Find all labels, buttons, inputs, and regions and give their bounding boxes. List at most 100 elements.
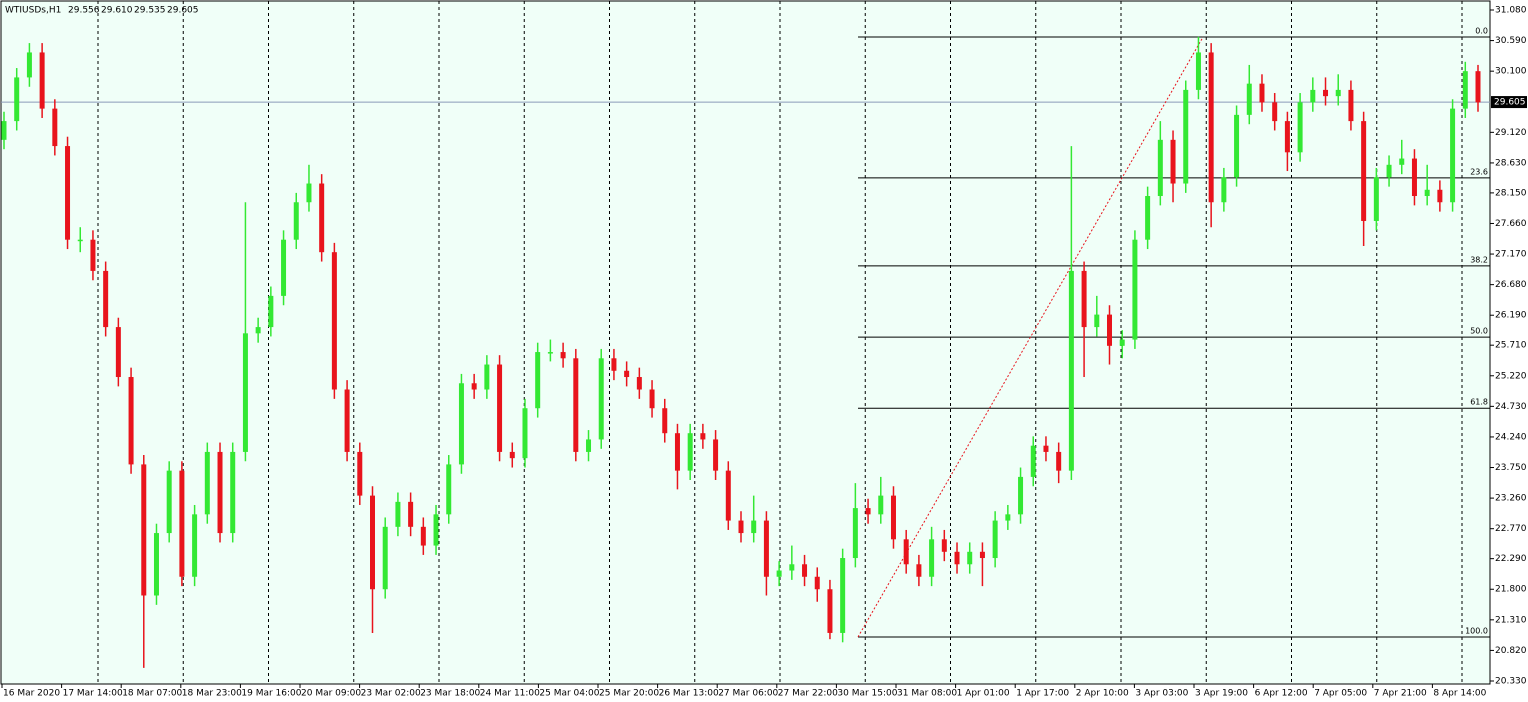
x-tick-label: 6 Apr 12:00 [1255, 689, 1308, 699]
candle-body [1, 121, 7, 140]
candle-body [865, 508, 871, 515]
candle-body [1005, 514, 1011, 521]
candle-body [738, 520, 744, 534]
candle-body [1411, 158, 1417, 197]
candle-body [1030, 445, 1036, 477]
candle-body [242, 333, 248, 452]
candle-body [1221, 177, 1227, 203]
candle-body [814, 576, 820, 590]
x-tick-label: 17 Mar 14:00 [63, 689, 123, 699]
candle-body [1437, 189, 1443, 203]
x-tick-label: 18 Mar 23:00 [182, 689, 242, 699]
y-tick-label: 20.330 [1495, 677, 1527, 687]
candle-body [65, 146, 71, 240]
candle-body [1183, 89, 1189, 184]
y-tick-label: 23.260 [1495, 494, 1527, 504]
candle-body [331, 252, 337, 390]
fib-label: 23.6 [1470, 167, 1488, 176]
candle-body [52, 108, 58, 147]
candle-body [1284, 121, 1290, 153]
candle-body [39, 52, 45, 109]
fib-label: 100.0 [1465, 626, 1488, 635]
candle-body [217, 451, 223, 534]
candle-body [725, 470, 731, 521]
y-tick-label: 30.100 [1495, 67, 1527, 77]
x-tick-label: 1 Apr 01:00 [957, 689, 1010, 699]
candle-body [674, 433, 680, 471]
candle-body [687, 433, 693, 471]
y-tick-label: 20.820 [1495, 646, 1527, 656]
candle-body [700, 433, 706, 440]
candle-body [852, 508, 858, 559]
x-tick-label: 30 Mar 15:00 [837, 689, 897, 699]
y-tick-label: 31.080 [1495, 6, 1527, 16]
x-tick-label: 7 Apr 21:00 [1374, 689, 1427, 699]
candle-body [357, 451, 363, 496]
current-price-box [1491, 96, 1527, 109]
candle-body [103, 270, 109, 328]
candle-body [471, 383, 477, 390]
candle-body [967, 551, 973, 565]
candle-body [1386, 164, 1392, 178]
y-tick-label: 28.150 [1495, 188, 1527, 198]
candle-body [1145, 196, 1151, 240]
candle-body [509, 451, 515, 459]
candle-body [586, 439, 592, 452]
header-value: 29.610 [101, 6, 133, 16]
x-tick-label: 25 Mar 04:00 [539, 689, 599, 699]
x-tick-label: 25 Mar 20:00 [599, 689, 659, 699]
candle-body [268, 295, 274, 328]
candle-body [573, 358, 579, 452]
candle-body [281, 239, 287, 296]
candle-body [535, 352, 541, 409]
candle-body [1399, 158, 1405, 165]
candle-body [954, 551, 960, 565]
candle-body [624, 370, 630, 378]
x-tick-label: 23 Mar 18:00 [420, 689, 480, 699]
candle-body [1373, 177, 1379, 221]
y-tick-label: 21.310 [1495, 615, 1527, 625]
candle-body [1119, 339, 1125, 346]
x-tick-label: 18 Mar 07:00 [122, 689, 182, 699]
candle-body [166, 470, 172, 534]
header-value: 29.556 [68, 6, 100, 16]
y-tick-label: 27.660 [1495, 219, 1527, 229]
candle-body [420, 526, 426, 546]
candle-body [1259, 83, 1265, 103]
candle-body [611, 358, 617, 371]
candle-body [1475, 71, 1481, 103]
candle-body [1234, 114, 1240, 178]
plot-area [0, 0, 1491, 685]
current-price-label: 29.605 [1494, 98, 1526, 108]
x-tick-label: 20 Mar 09:00 [301, 689, 361, 699]
candle-body [1335, 89, 1341, 97]
x-tick-label: 3 Apr 19:00 [1195, 689, 1248, 699]
candle-body [1348, 89, 1354, 122]
candle-body [649, 389, 655, 409]
x-tick-label: 27 Mar 06:00 [718, 689, 778, 699]
fib-label: 0.0 [1475, 27, 1488, 36]
candle-body [1323, 89, 1329, 97]
candle-body [522, 408, 528, 459]
y-tick-label: 26.190 [1495, 311, 1527, 321]
candle-body [789, 564, 795, 571]
candle-body [1018, 476, 1024, 515]
header-value: 29.535 [134, 6, 166, 16]
y-tick-label: 25.710 [1495, 341, 1527, 351]
candle-body [1208, 52, 1214, 203]
x-tick-label: 7 Apr 05:00 [1314, 689, 1367, 699]
candle-body [115, 327, 121, 378]
candle-body [1043, 445, 1049, 452]
y-tick-label: 24.240 [1495, 432, 1527, 442]
candle-body [382, 526, 388, 590]
y-tick-label: 22.770 [1495, 524, 1527, 534]
candle-body [141, 464, 147, 596]
candle-body [1081, 270, 1087, 328]
candle-body [890, 495, 896, 540]
candle-body [446, 464, 452, 515]
candle-body [1170, 139, 1176, 184]
candle-body [802, 564, 808, 577]
candle-body [1361, 121, 1367, 221]
candle-body [128, 377, 134, 465]
